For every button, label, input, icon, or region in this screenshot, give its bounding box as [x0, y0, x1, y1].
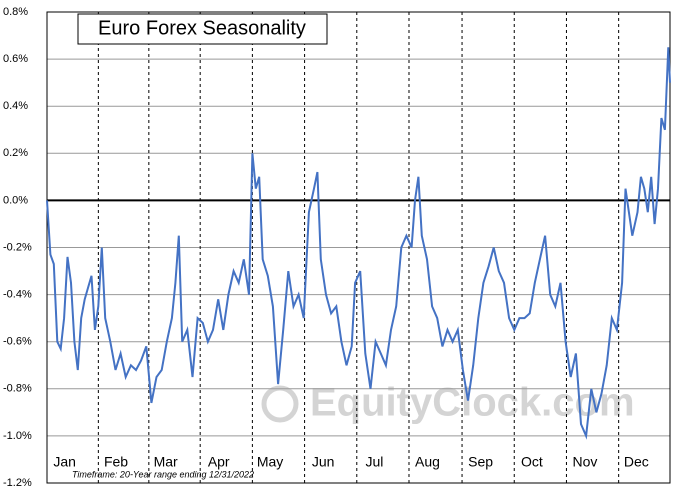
title-box: [77, 13, 328, 45]
x-tick-label: Jun: [312, 454, 335, 470]
watermark-logo: [261, 385, 299, 423]
plot-frame: [46, 11, 671, 484]
x-tick-label: Mar: [154, 454, 178, 470]
x-tick-label: May: [257, 454, 283, 470]
x-tick-label: Jan: [53, 454, 76, 470]
x-tick-label: Nov: [573, 454, 598, 470]
x-tick-label: Aug: [415, 454, 440, 470]
x-tick-label: Oct: [521, 454, 543, 470]
y-tick-label: -0.6%: [3, 336, 32, 348]
footnote: Timeframe: 20-Year range ending 12/31/20…: [72, 469, 254, 479]
x-tick-label: Dec: [624, 454, 649, 470]
x-tick-label: Feb: [104, 454, 128, 470]
chart-title: Euro Forex Seasonality: [98, 17, 306, 39]
y-tick-label: 0.8%: [3, 6, 28, 18]
y-tick-label: -0.4%: [3, 289, 32, 301]
x-tick-label: Jul: [366, 454, 384, 470]
y-tick-label: -0.8%: [3, 383, 32, 395]
series-line: [46, 47, 671, 440]
y-tick-label: 0.6%: [3, 53, 28, 65]
y-tick-label: -1.2%: [3, 477, 32, 489]
x-tick-label: Apr: [208, 454, 230, 470]
x-tick-label: Sep: [468, 454, 493, 470]
y-tick-label: 0.0%: [3, 194, 28, 206]
y-tick-label: 0.4%: [3, 100, 28, 112]
y-tick-label: -0.2%: [3, 241, 32, 253]
y-tick-label: -1.0%: [3, 430, 32, 442]
y-tick-label: 0.2%: [3, 147, 28, 159]
watermark: EquityClock.com: [310, 381, 635, 425]
